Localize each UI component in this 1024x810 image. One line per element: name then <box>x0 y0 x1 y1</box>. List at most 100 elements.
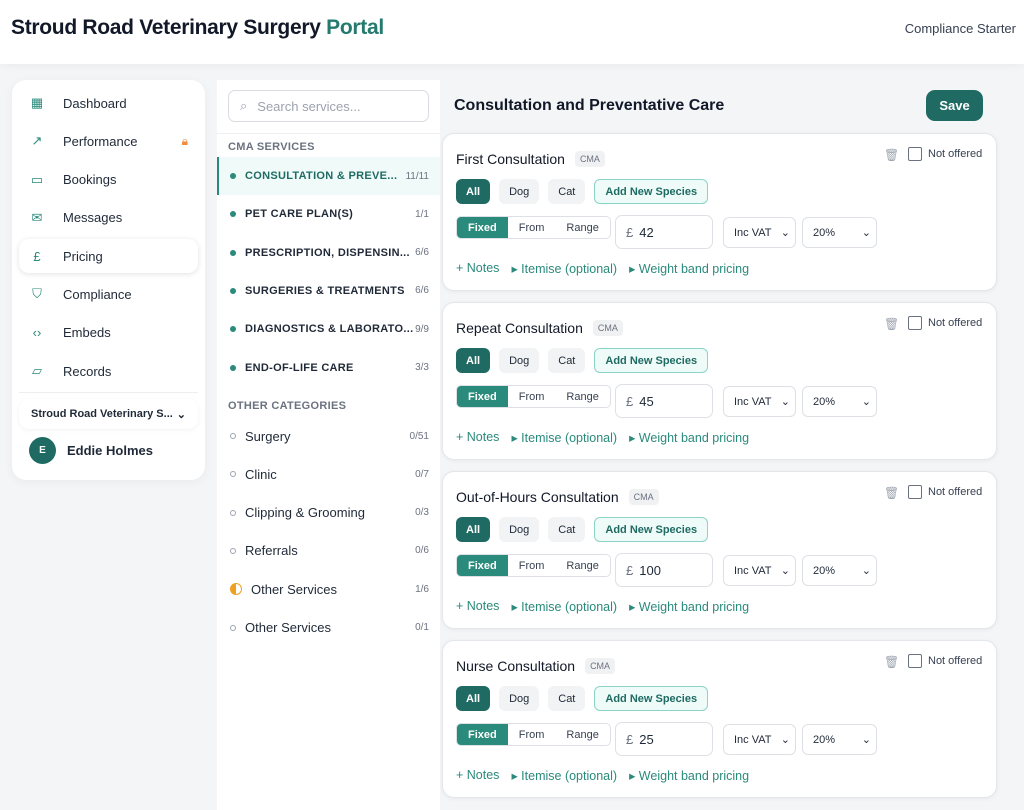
price-input[interactable]: £25 <box>615 722 713 756</box>
top-header: Stroud Road Veterinary Surgery Portal Co… <box>0 0 1024 64</box>
species-cat[interactable]: Cat <box>548 517 586 542</box>
notes-link[interactable]: + Notes <box>456 768 500 782</box>
weight-band-link[interactable]: ▸ Weight band pricing <box>629 431 750 445</box>
sidebar-item-performance[interactable]: ↗ Performance 🔒︎ <box>19 124 198 158</box>
save-button[interactable]: Save <box>926 90 983 121</box>
mode-fixed[interactable]: Fixed <box>457 555 508 576</box>
notes-link[interactable]: + Notes <box>456 599 500 613</box>
mode-from[interactable]: From <box>518 221 545 234</box>
category-item[interactable]: PRESCRIPTION, DISPENSIN... 6/6 <box>217 234 440 272</box>
practice-selector[interactable]: Stroud Road Veterinary S... ⌄ <box>19 399 198 429</box>
category-item[interactable]: SURGERIES & TREATMENTS 6/6 <box>217 272 440 310</box>
weight-band-link[interactable]: ▸ Weight band pricing <box>629 600 750 614</box>
sidebar-item-compliance[interactable]: ⛉ Compliance <box>19 277 198 311</box>
species-all[interactable]: All <box>456 686 491 711</box>
vat-select[interactable]: Inc VAT ⌄ <box>723 724 796 755</box>
vat-select[interactable]: Inc VAT ⌄ <box>723 386 796 417</box>
search-icon: ⌕ <box>240 98 248 113</box>
sidebar-item-messages[interactable]: ✉ Messages <box>19 201 198 235</box>
not-offered-checkbox[interactable]: Not offered <box>908 654 982 668</box>
vat-rate-select[interactable]: 20% ⌄ <box>802 386 877 417</box>
trash-icon[interactable]: 🗑︎ <box>884 486 900 500</box>
species-dog[interactable]: Dog <box>499 686 540 711</box>
species-cat[interactable]: Cat <box>548 348 586 373</box>
weight-band-link[interactable]: ▸ Weight band pricing <box>629 769 750 783</box>
category-item[interactable]: CONSULTATION & PREVE... 11/11 <box>217 157 440 195</box>
mode-range[interactable]: Range <box>566 559 599 572</box>
species-all[interactable]: All <box>456 517 491 542</box>
mode-fixed[interactable]: Fixed <box>457 386 508 407</box>
mode-range[interactable]: Range <box>566 221 599 234</box>
trash-icon[interactable]: 🗑︎ <box>884 317 900 331</box>
species-dog[interactable]: Dog <box>499 348 540 373</box>
checkbox[interactable] <box>908 654 922 668</box>
sidebar-item-records[interactable]: ▱ Records <box>19 354 198 388</box>
mode-from[interactable]: From <box>518 390 545 403</box>
category-label: Clipping & Grooming <box>245 505 365 521</box>
service-card: Out-of-Hours Consultation CMA 🗑︎ Not offe… <box>442 471 997 629</box>
species-cat[interactable]: Cat <box>548 686 586 711</box>
sidebar-item-label: Embeds <box>63 325 111 341</box>
vat-rate-select[interactable]: 20% ⌄ <box>802 555 877 586</box>
search-input[interactable]: ⌕ Search services... <box>228 90 429 122</box>
vat-select[interactable]: Inc VAT ⌄ <box>723 217 796 248</box>
sidebar-item-embeds[interactable]: ‹› Embeds <box>19 316 198 350</box>
mode-fixed[interactable]: Fixed <box>457 217 508 238</box>
notes-link[interactable]: + Notes <box>456 430 500 444</box>
category-item[interactable]: Clipping & Grooming 0/3 <box>217 494 440 532</box>
user-profile[interactable]: E Eddie Holmes <box>19 437 198 465</box>
trash-icon[interactable]: 🗑︎ <box>884 148 900 162</box>
category-item[interactable]: Other Services 1/6 <box>217 570 440 608</box>
mode-fixed[interactable]: Fixed <box>457 724 508 745</box>
complete-dot-icon <box>230 287 236 294</box>
category-item[interactable]: Clinic 0/7 <box>217 455 440 493</box>
species-dog[interactable]: Dog <box>499 179 540 204</box>
not-offered-checkbox[interactable]: Not offered <box>908 147 982 161</box>
price-input[interactable]: £42 <box>615 215 713 249</box>
vat-select[interactable]: Inc VAT ⌄ <box>723 555 796 586</box>
plan-label[interactable]: Compliance Starter <box>904 21 1016 36</box>
species-all[interactable]: All <box>456 348 491 373</box>
mode-range[interactable]: Range <box>566 728 599 741</box>
add-species-button[interactable]: Add New Species <box>594 348 709 373</box>
mode-range[interactable]: Range <box>566 390 599 403</box>
not-offered-checkbox[interactable]: Not offered <box>908 485 982 499</box>
category-item[interactable]: END-OF-LIFE CARE 3/3 <box>217 349 440 387</box>
category-count: 0/6 <box>415 545 429 557</box>
notes-link[interactable]: + Notes <box>456 261 500 275</box>
itemise-link[interactable]: ▸ Itemise (optional) <box>511 431 618 445</box>
chevron-down-icon: ⌄ <box>780 734 790 746</box>
sidebar-item-pricing[interactable]: £ Pricing <box>19 239 198 274</box>
vat-rate-select[interactable]: 20% ⌄ <box>802 724 877 755</box>
add-species-button[interactable]: Add New Species <box>594 517 709 542</box>
price-input[interactable]: £45 <box>615 384 713 418</box>
price-input[interactable]: £100 <box>615 553 713 587</box>
add-species-button[interactable]: Add New Species <box>594 179 709 204</box>
sidebar-item-bookings[interactable]: ▭ Bookings <box>19 163 198 197</box>
weight-band-link[interactable]: ▸ Weight band pricing <box>629 262 750 276</box>
species-all[interactable]: All <box>456 179 491 204</box>
add-species-button[interactable]: Add New Species <box>594 686 709 711</box>
itemise-link[interactable]: ▸ Itemise (optional) <box>511 769 618 783</box>
category-item[interactable]: Referrals 0/6 <box>217 532 440 570</box>
category-item[interactable]: Other Services 0/1 <box>217 609 440 647</box>
mode-from[interactable]: From <box>518 728 545 741</box>
currency-symbol: £ <box>626 731 634 747</box>
itemise-link[interactable]: ▸ Itemise (optional) <box>511 600 618 614</box>
checkbox[interactable] <box>908 316 922 330</box>
category-item[interactable]: Surgery 0/51 <box>217 417 440 455</box>
itemise-link[interactable]: ▸ Itemise (optional) <box>511 262 618 276</box>
species-dog[interactable]: Dog <box>499 517 540 542</box>
trend-icon: ↗ <box>31 133 43 149</box>
species-cat[interactable]: Cat <box>548 179 586 204</box>
checkbox[interactable] <box>908 485 922 499</box>
checkbox[interactable] <box>908 147 922 161</box>
rate-value: 20% <box>813 564 836 577</box>
not-offered-checkbox[interactable]: Not offered <box>908 316 982 330</box>
mode-from[interactable]: From <box>518 559 545 572</box>
sidebar-item-dashboard[interactable]: ▦ Dashboard <box>19 86 198 120</box>
trash-icon[interactable]: 🗑︎ <box>884 655 900 669</box>
category-item[interactable]: DIAGNOSTICS & LABORATO... 9/9 <box>217 310 440 348</box>
category-item[interactable]: PET CARE PLAN(S) 1/1 <box>217 195 440 233</box>
vat-rate-select[interactable]: 20% ⌄ <box>802 217 877 248</box>
